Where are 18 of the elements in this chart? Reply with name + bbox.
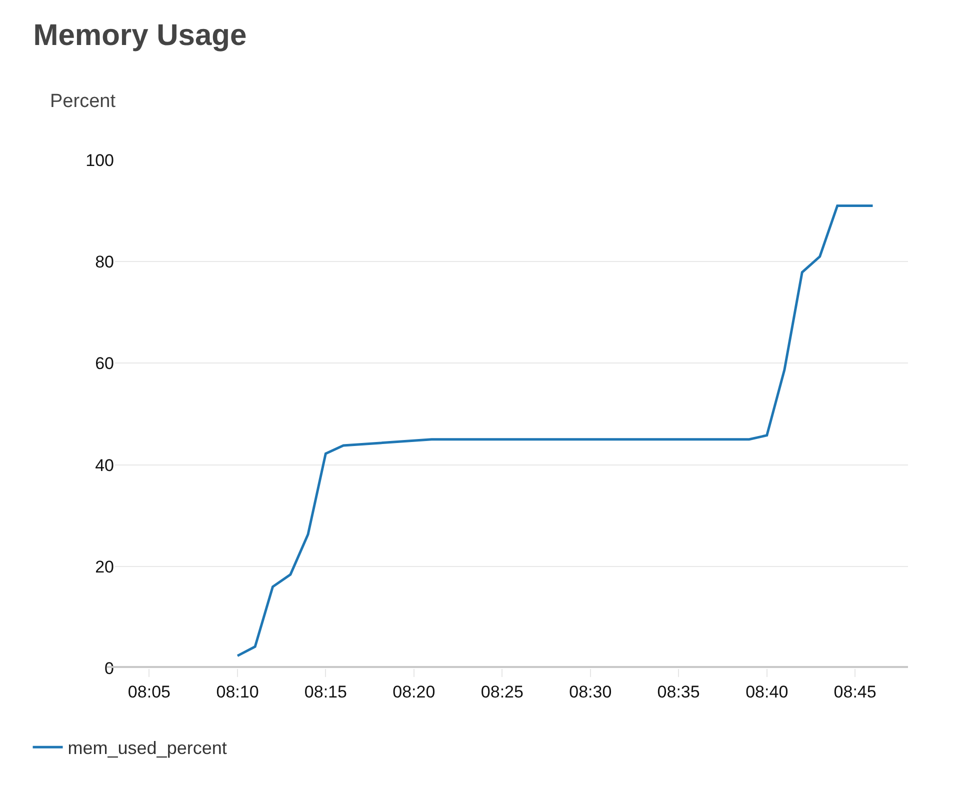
x-tick-label: 08:25 bbox=[480, 682, 524, 702]
y-tick-label: 100 bbox=[86, 150, 114, 170]
x-tick-label: 08:35 bbox=[657, 682, 700, 702]
x-tick-label: 08:30 bbox=[569, 682, 612, 702]
y-tick-label: 60 bbox=[95, 354, 114, 374]
x-tick-label: 08:10 bbox=[216, 682, 259, 702]
y-axis-title: Percent bbox=[50, 91, 116, 112]
line-series bbox=[236, 204, 874, 658]
y-tick-label: 20 bbox=[95, 557, 114, 576]
x-tick-label: 08:45 bbox=[834, 682, 876, 702]
x-tick-label: 08:40 bbox=[746, 682, 788, 702]
chart-title: Memory Usage bbox=[33, 18, 247, 52]
x-tick-label: 08:20 bbox=[392, 682, 436, 702]
x-tick-label: 08:15 bbox=[304, 682, 347, 702]
legend-label: mem_used_percent bbox=[68, 738, 227, 758]
x-tick-label: 08:05 bbox=[128, 682, 170, 702]
y-tick-label: 80 bbox=[95, 252, 114, 272]
y-tick-label: 40 bbox=[95, 456, 114, 475]
